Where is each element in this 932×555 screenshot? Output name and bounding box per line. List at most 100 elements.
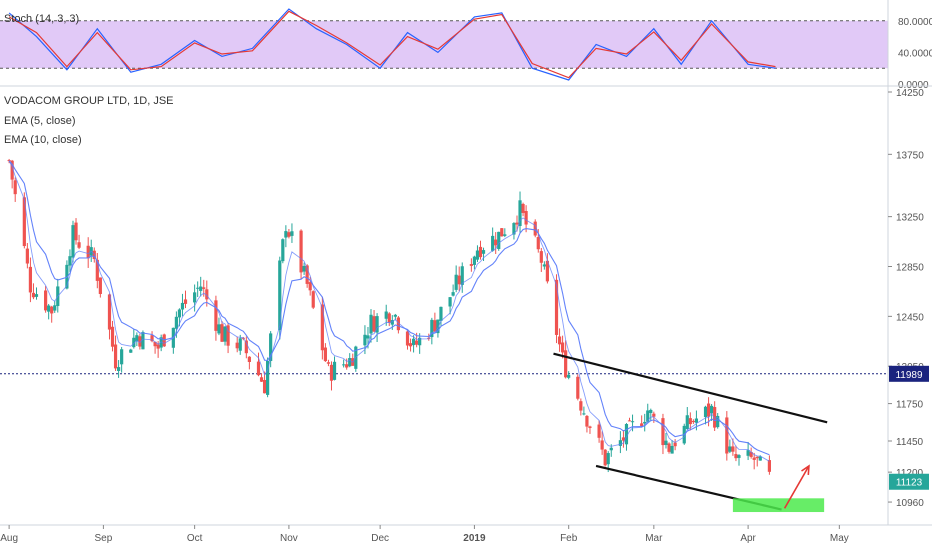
candle-body: [259, 377, 264, 382]
stoch-y-tick-label: 40.0000: [898, 48, 932, 59]
candle-body: [117, 367, 121, 371]
stoch-title: Stoch (14, 3, 3): [4, 13, 79, 25]
candle-body: [418, 337, 422, 346]
price-y-tick-label: 11450: [896, 437, 924, 448]
candle-body: [150, 335, 154, 342]
candle-body: [664, 440, 668, 445]
candle-body: [524, 211, 528, 225]
price-title: VODACOM GROUP LTD, 1D, JSE: [4, 95, 174, 107]
candle-body: [199, 286, 203, 291]
stoch-lines: [8, 8, 776, 81]
candle-body: [609, 447, 613, 451]
candle-body: [716, 415, 720, 428]
channel-upper-line: [553, 352, 828, 424]
candle-body: [624, 424, 629, 445]
time-x-tick-label: Feb: [560, 533, 578, 544]
candle-body: [138, 336, 142, 347]
candle-body: [710, 405, 714, 414]
price-y-tick-label: 12850: [896, 262, 924, 273]
candle-body: [196, 287, 200, 289]
candle-body: [290, 231, 294, 236]
candle-body: [71, 225, 75, 258]
candle-body: [113, 344, 118, 369]
candle-body: [284, 231, 288, 238]
candle-body: [44, 290, 48, 311]
time-x-tick-label: Oct: [187, 533, 203, 544]
candle-body: [7, 160, 11, 162]
candle-body: [554, 279, 559, 335]
candle-body: [408, 343, 413, 347]
candle-body: [454, 274, 458, 290]
price-y-ticks: 1425013750132501285012450120501175011450…: [888, 88, 924, 509]
candle-body: [713, 407, 717, 428]
candle-body: [481, 250, 486, 254]
candle-body: [542, 264, 546, 267]
candle-body: [369, 314, 373, 334]
candle-body: [557, 336, 562, 345]
candle-body: [217, 324, 221, 334]
candle-body: [457, 275, 461, 285]
candle-body: [299, 230, 303, 273]
candle-body: [706, 403, 711, 417]
candle-body: [98, 277, 102, 294]
candle-body: [472, 256, 477, 265]
candle-body: [685, 415, 689, 429]
candle-body: [320, 304, 324, 351]
candle-body: [673, 442, 677, 447]
candle-body: [731, 446, 735, 452]
candle-body: [31, 292, 36, 298]
candle-body: [47, 305, 51, 312]
candle-body: [643, 421, 647, 424]
target-zone: [732, 498, 825, 513]
candle-body: [478, 246, 483, 258]
candle-body: [50, 306, 54, 314]
candle-body: [266, 360, 270, 395]
candle-body: [269, 333, 273, 361]
candle-body: [95, 259, 99, 281]
candle-body: [10, 160, 14, 180]
candle-body: [129, 349, 133, 353]
candle-body: [503, 234, 507, 236]
candle-body: [214, 300, 218, 331]
candle-body: [661, 418, 665, 446]
time-x-tick-label: Dec: [371, 533, 389, 544]
candle-body: [25, 248, 29, 264]
support-price-tag-bg: [889, 365, 929, 382]
candle-body: [652, 413, 656, 417]
candle-body: [262, 379, 267, 394]
candle-body: [156, 344, 160, 349]
candle-body: [539, 251, 543, 263]
candle-body: [235, 342, 239, 349]
candle-body: [68, 256, 72, 266]
candle-body: [278, 260, 282, 331]
candle-body: [396, 317, 400, 331]
candle-body: [703, 406, 708, 418]
candle-body: [28, 266, 33, 293]
legend-ema10: EMA (10, close): [4, 134, 82, 146]
candle-body: [606, 453, 610, 465]
price-y-tick-label: 11200: [896, 468, 924, 479]
last-price-tag-bg: [889, 473, 929, 490]
candle-body: [627, 420, 632, 422]
candle-body: [77, 242, 81, 248]
support-price-tag-label: 11989: [895, 370, 923, 381]
candle-body: [439, 306, 443, 321]
candle-body: [332, 361, 337, 380]
price-y-tick-label: 11750: [896, 400, 924, 411]
candle-body: [752, 457, 756, 460]
candle-body: [153, 341, 157, 347]
candle-body: [749, 451, 753, 457]
legend-ema5: EMA (5, close): [4, 115, 76, 127]
candle-body: [597, 424, 601, 438]
candle-body: [329, 364, 334, 381]
time-x-tick-label: May: [830, 533, 849, 544]
candle-body: [515, 222, 519, 225]
candle-body: [74, 222, 78, 241]
price-y-tick-label: 13250: [896, 213, 924, 224]
time-x-ticks: Aug Sep Oct Nov Dec 2019 Feb Mar Apr May: [0, 525, 849, 544]
candle-body: [205, 289, 209, 300]
candle-body: [363, 334, 367, 346]
candle-body: [667, 443, 671, 452]
candle-body: [460, 266, 464, 285]
time-x-tick-label: Mar: [645, 533, 663, 544]
